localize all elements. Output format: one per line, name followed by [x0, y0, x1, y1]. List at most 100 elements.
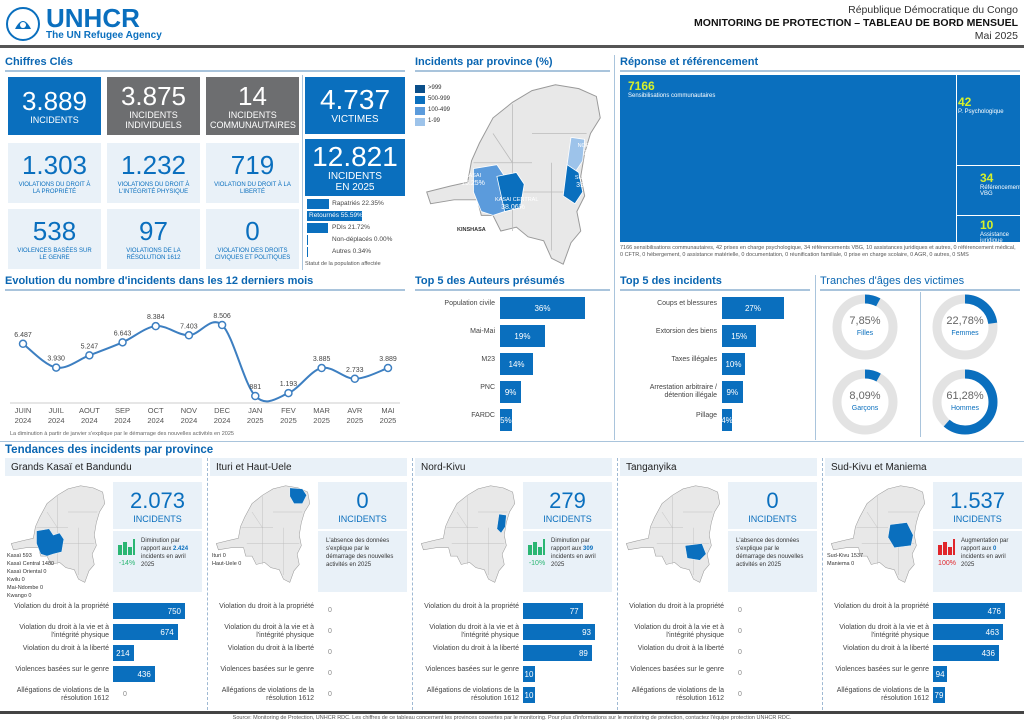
x-tick-label: NOV [181, 406, 197, 415]
category-label: Violation du droit à la propriété [219, 603, 314, 610]
response-item: 7166 Sensibilisations communautaires [628, 79, 728, 99]
header-divider [0, 45, 1024, 48]
sub-province-count: Kasaï Central 1480 [7, 561, 55, 567]
map-legend-swatch [415, 96, 425, 104]
category-bar: 79 [933, 687, 945, 703]
province-pct: 38.06% [501, 204, 525, 211]
age-pct: 8,09% [849, 390, 881, 402]
sub-province-count: Kasaï 593 [7, 553, 32, 559]
category-value: 0 [328, 628, 332, 635]
response-value: 10 [980, 218, 994, 232]
authors-label: Mai-Mai [470, 328, 495, 335]
x-tick-label: DEC [214, 406, 230, 415]
category-label: Violences basées sur le genre [835, 666, 929, 673]
map-legend-label: 500-999 [428, 96, 451, 102]
data-label: 2.733 [346, 367, 364, 374]
map-legend-label: 1-99 [428, 118, 441, 124]
population-label: Non-déplacés 0.00% [332, 236, 393, 243]
key-figure-tile: 97 VIOLATIONS DE LA RÉSOLUTION 1612 [107, 209, 200, 269]
age-donut [932, 294, 998, 360]
x-tick-label: 2024 [214, 416, 231, 425]
category-label: Violences basées sur le genre [15, 666, 109, 673]
incidents-bar: 15% [722, 325, 757, 347]
population-bar [307, 235, 308, 245]
trend-text: Diminution par rapport aux 2.424 inciden… [141, 537, 198, 569]
x-tick-label: JUIL [48, 406, 63, 415]
data-point [251, 391, 260, 401]
trend-text-b: incidents en avril 2025 [551, 554, 596, 568]
category-value: 0 [328, 607, 332, 614]
authors-bar: 5% [500, 409, 512, 431]
incidents-title: Top 5 des incidents [620, 275, 810, 291]
category-bar: 89 [523, 645, 592, 661]
trend-ref-value: 2.424 [173, 546, 189, 552]
incidents-label: Arrestation arbitraire / détention illég… [649, 384, 717, 399]
sub-province-count: Kwilu 0 [7, 577, 25, 583]
province-name: KASAI CENTRAL [495, 197, 539, 203]
category-value: 77 [569, 606, 579, 616]
response-label: Assistance juridique [980, 232, 1010, 244]
province-note: L'absence des données s'explique par le … [736, 538, 804, 568]
category-label: Violation du droit à la propriété [14, 603, 109, 610]
category-bar: 10 [523, 666, 535, 682]
chart-title: Evolution du nombre d'incidents dans les… [5, 275, 405, 291]
period: Mai 2025 [974, 30, 1018, 42]
unhcr-emblem-icon [6, 6, 40, 41]
category-label: Violation du droit à la vie et à l'intég… [224, 624, 314, 639]
category-bar: 436 [113, 666, 155, 682]
key-figure-tile: 3.875 INCIDENTS INDIVIDUELS [107, 77, 200, 135]
age-donut-segment [932, 294, 998, 360]
province-incidents-value: 0 [766, 488, 779, 513]
province-map [420, 485, 516, 583]
category-value: 94 [935, 669, 945, 679]
category-label: Violation du droit à la liberté [22, 645, 109, 652]
data-label: 1.193 [280, 381, 298, 388]
x-tick-label: MAI [381, 406, 394, 415]
sub-province-count: Mai-Ndombe 0 [7, 585, 44, 591]
data-label: 881 [249, 384, 261, 391]
population-bar [307, 211, 362, 221]
x-tick-label: AVR [347, 406, 362, 415]
x-tick-label: OCT [148, 406, 164, 415]
province-pct: 15.25% [461, 180, 485, 187]
response-note: 7166 sensibilisations communautaires, 42… [620, 245, 1016, 258]
x-tick-label: JAN [248, 406, 262, 415]
age-pct: 22,78% [946, 315, 984, 327]
incidents-label: Extorsion des biens [655, 328, 717, 335]
province-map [625, 485, 721, 583]
sub-province-count: Kasaï Oriental 0 [7, 569, 47, 575]
category-label: Violences basées sur le genre [425, 666, 519, 673]
data-point [118, 338, 127, 347]
authors-label: Population civile [444, 300, 495, 307]
population-label: Rapatriés 22.35% [332, 200, 384, 207]
map-legend-swatch [415, 85, 425, 93]
category-bar: 750 [113, 603, 185, 619]
response-label: Référencement VBG [980, 185, 1022, 197]
map-legend-swatch [415, 118, 425, 126]
incidents-label: Pillage [695, 412, 717, 419]
category-value: 436 [137, 669, 151, 679]
population-note: Statut de la population affectée [305, 261, 381, 267]
population-label: Autres 0.34% [332, 248, 372, 255]
category-value: 79 [934, 690, 944, 700]
category-label: Allégations de violations de la résoluti… [221, 687, 314, 702]
incidents-pct: 15% [731, 331, 748, 341]
population-label: Retournés 55.59% [309, 212, 363, 219]
category-value: 0 [738, 649, 742, 656]
data-point [317, 363, 326, 373]
incidents-pct: 10% [725, 359, 742, 369]
category-label: Violation du droit à la propriété [629, 603, 724, 610]
category-value: 0 [738, 691, 742, 698]
trend-text-b: incidents en avril 2025 [141, 554, 186, 568]
map-legend-label: 100-499 [428, 107, 451, 113]
data-point [217, 320, 227, 330]
category-bar: 463 [933, 624, 1004, 640]
kinshasa-label: KINSHASA [457, 227, 486, 233]
highlighted-province [496, 172, 525, 212]
key-figure-label: VIOLATIONS DU DROIT À L'INTÉGRITÉ PHYSIQ… [117, 181, 190, 195]
category-label: Violation du droit à la liberté [227, 645, 314, 652]
age-label: Femmes [951, 330, 979, 337]
province-pct: 7.17% [583, 150, 603, 157]
incidents-line-chart: 6.487JUIN20243.930JUIL20245.247AOUT20246… [10, 313, 400, 437]
key-figure-label: VIOLENCES BASÉES SUR LE GENRE [17, 247, 92, 261]
